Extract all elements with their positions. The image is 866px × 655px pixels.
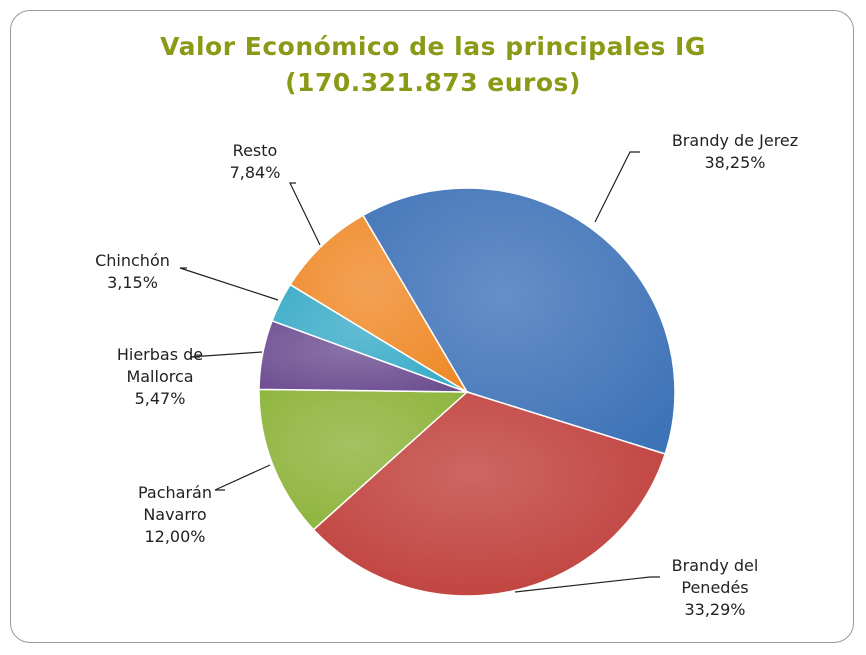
category-label: Hierbas de Mallorca	[116, 345, 204, 386]
slice-label: Brandy del Penedés 33,29%	[655, 555, 775, 621]
leader-line	[594, 151, 640, 223]
slice-label: Hierbas de Mallorca 5,47%	[100, 344, 220, 410]
category-label: Chinchón	[95, 251, 170, 270]
slice-label: Chinchón 3,15%	[75, 250, 190, 294]
value-label: 3,15%	[107, 273, 158, 292]
pie-slice	[258, 388, 469, 531]
category-label: Resto	[232, 141, 278, 160]
value-label: 5,47%	[134, 389, 186, 408]
leader-line	[289, 182, 321, 246]
chart-subtitle: (170.321.873 euros)	[285, 68, 581, 97]
value-label: 38,25%	[704, 153, 766, 172]
chart-title: Valor Económico de las principales IG	[160, 32, 706, 61]
value-label: 33,29%	[684, 600, 746, 619]
pie-slice	[361, 187, 676, 455]
pie-slice	[289, 214, 468, 393]
slice-label: Resto 7,84%	[215, 140, 295, 184]
category-label: Brandy del Penedés	[671, 556, 759, 597]
value-label: 12,00%	[144, 527, 206, 546]
leader-line	[514, 576, 660, 593]
category-label: Brandy de Jerez	[671, 131, 799, 150]
slice-label: Pacharán Navarro 12,00%	[120, 482, 230, 548]
category-label: Pacharán Navarro	[138, 483, 212, 524]
leader-line	[214, 464, 271, 491]
slice-label: Brandy de Jerez 38,25%	[640, 130, 830, 174]
pie-slice	[312, 391, 667, 597]
leader-line	[179, 267, 279, 301]
chart-frame	[10, 10, 854, 643]
value-label: 7,84%	[229, 163, 281, 182]
leader-line	[189, 351, 263, 358]
